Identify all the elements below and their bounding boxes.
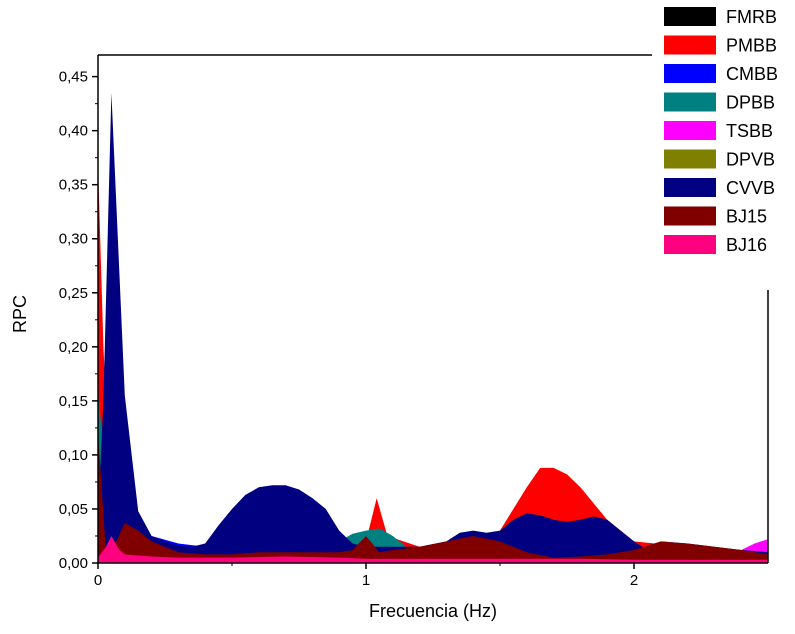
y-tick-label: 0,35 [59, 177, 88, 194]
legend-item-tsbb: TSBB [664, 121, 773, 141]
legend-item-dpvb: DPVB [664, 149, 775, 170]
y-tick-label: 0,10 [59, 447, 88, 464]
legend-swatch [664, 149, 716, 169]
legend-item-fmrb: FMRB [664, 7, 777, 27]
y-tick-label: 0,00 [59, 555, 88, 572]
legend-item-cmbb: CMBB [664, 64, 778, 84]
y-tick-label: 0,20 [59, 339, 88, 356]
legend-swatch [664, 64, 716, 83]
series-areas [98, 92, 768, 564]
legend-item-bj16: BJ16 [664, 235, 767, 255]
y-tick-label: 0,25 [59, 285, 88, 302]
legend-label: FMRB [726, 7, 777, 27]
x-tick-label: 1 [362, 572, 370, 589]
legend-label: DPVB [726, 150, 775, 170]
x-tick-label: 0 [94, 572, 102, 589]
y-tick-label: 0,05 [59, 501, 88, 518]
legend-label: DPBB [726, 93, 775, 113]
legend-item-bj15: BJ15 [664, 206, 767, 227]
legend-swatch [664, 121, 716, 140]
legend-label: PMBB [726, 36, 777, 56]
legend-swatch [664, 35, 716, 55]
legend-item-pmbb: PMBB [664, 35, 777, 56]
legend: FMRB PMBB CMBB DPBB TSBB DPVB CVVB BJ15 BJ16 [664, 7, 778, 255]
y-tick-label: 0,40 [59, 123, 88, 140]
y-tick-label: 0,45 [59, 69, 88, 86]
area-bj15 [98, 433, 768, 563]
y-axis-ticks: 0,00 0,05 0,10 0,15 0,20 0,25 0,30 0,35 0,40 0,45 [59, 69, 98, 572]
legend-swatch [664, 206, 716, 226]
y-tick-label: 0,30 [59, 231, 88, 248]
x-axis-title: Frecuencia (Hz) [369, 601, 497, 621]
plot-frame [97, 54, 769, 564]
legend-swatch [664, 7, 716, 26]
legend-label: BJ16 [726, 235, 767, 255]
area-bj16 [98, 536, 768, 563]
legend-swatch [664, 178, 716, 197]
y-axis-title: RPC [10, 295, 30, 333]
legend-swatch [664, 92, 716, 112]
legend-swatch [664, 235, 716, 254]
x-axis-ticks: 0 1 2 [94, 563, 638, 589]
legend-label: CMBB [726, 64, 778, 84]
x-tick-label: 2 [630, 572, 638, 589]
y-tick-label: 0,15 [59, 393, 88, 410]
legend-label: BJ15 [726, 207, 767, 227]
area-dpbb [98, 390, 768, 563]
legend-label: CVVB [726, 178, 775, 198]
legend-item-cvvb: CVVB [664, 178, 775, 198]
legend-label: TSBB [726, 121, 773, 141]
legend-item-dpbb: DPBB [664, 92, 775, 113]
